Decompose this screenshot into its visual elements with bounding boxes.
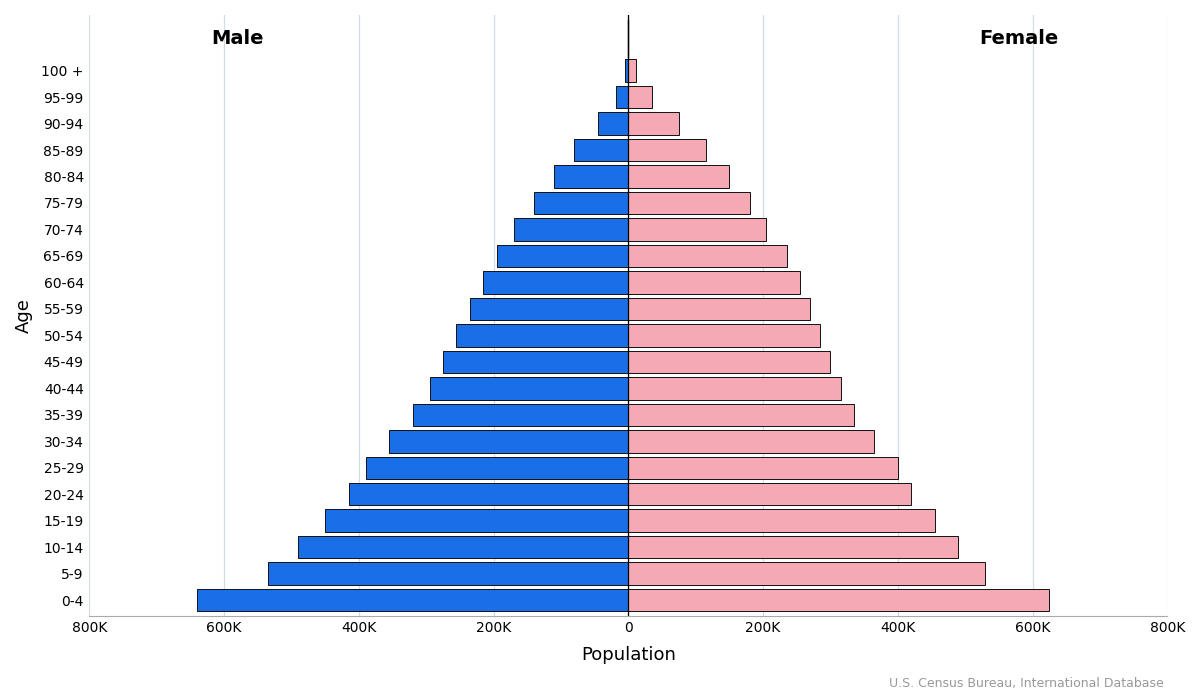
Bar	[484, 271, 629, 294]
Bar	[629, 86, 652, 108]
Y-axis label: Age: Age	[14, 298, 32, 333]
Bar	[598, 112, 629, 135]
Text: Female: Female	[979, 29, 1058, 48]
Bar	[629, 351, 830, 373]
Bar	[197, 589, 629, 611]
Bar	[629, 271, 800, 294]
Bar	[629, 245, 787, 267]
Bar	[413, 403, 629, 426]
Bar	[629, 403, 854, 426]
X-axis label: Population: Population	[581, 646, 676, 664]
Bar	[616, 86, 629, 108]
Bar	[629, 562, 985, 585]
Bar	[366, 456, 629, 479]
Bar	[629, 165, 730, 188]
Bar	[629, 218, 767, 241]
Bar	[534, 192, 629, 214]
Bar	[625, 60, 629, 82]
Text: U.S. Census Bureau, International Database: U.S. Census Bureau, International Databa…	[889, 676, 1164, 690]
Bar	[456, 324, 629, 346]
Bar	[629, 324, 821, 346]
Bar	[268, 562, 629, 585]
Bar	[349, 483, 629, 505]
Bar	[629, 139, 706, 161]
Bar	[629, 536, 959, 559]
Bar	[325, 510, 629, 532]
Bar	[629, 456, 898, 479]
Bar	[575, 139, 629, 161]
Bar	[443, 351, 629, 373]
Bar	[554, 165, 629, 188]
Bar	[298, 536, 629, 559]
Bar	[389, 430, 629, 452]
Bar	[629, 589, 1050, 611]
Bar	[514, 218, 629, 241]
Bar	[629, 192, 750, 214]
Bar	[629, 483, 911, 505]
Bar	[497, 245, 629, 267]
Bar	[629, 60, 636, 82]
Bar	[629, 112, 679, 135]
Bar	[629, 298, 810, 320]
Bar	[430, 377, 629, 400]
Bar	[629, 510, 935, 532]
Text: Male: Male	[211, 29, 264, 48]
Bar	[470, 298, 629, 320]
Bar	[629, 430, 875, 452]
Bar	[629, 377, 840, 400]
